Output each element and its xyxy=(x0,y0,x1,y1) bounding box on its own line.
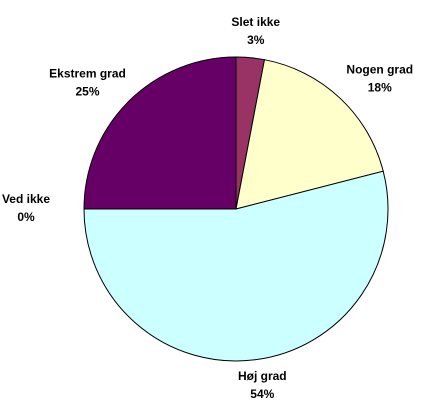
slice-label: Ved ikke xyxy=(2,192,50,206)
slice-label: Slet ikke xyxy=(231,15,280,29)
slice-value-label: 54% xyxy=(250,387,274,401)
slice-label: Ekstrem grad xyxy=(49,66,126,80)
pie-slice xyxy=(235,59,384,210)
slice-label: Høj grad xyxy=(238,369,287,383)
slice-value-label: 0% xyxy=(17,210,35,224)
slice-value-label: 25% xyxy=(75,84,99,98)
slice-label: Nogen grad xyxy=(346,62,413,76)
slice-value-label: 18% xyxy=(368,80,392,94)
pie-slice xyxy=(83,170,389,362)
pie-slice xyxy=(83,56,237,210)
slice-value-label: 3% xyxy=(247,33,265,47)
